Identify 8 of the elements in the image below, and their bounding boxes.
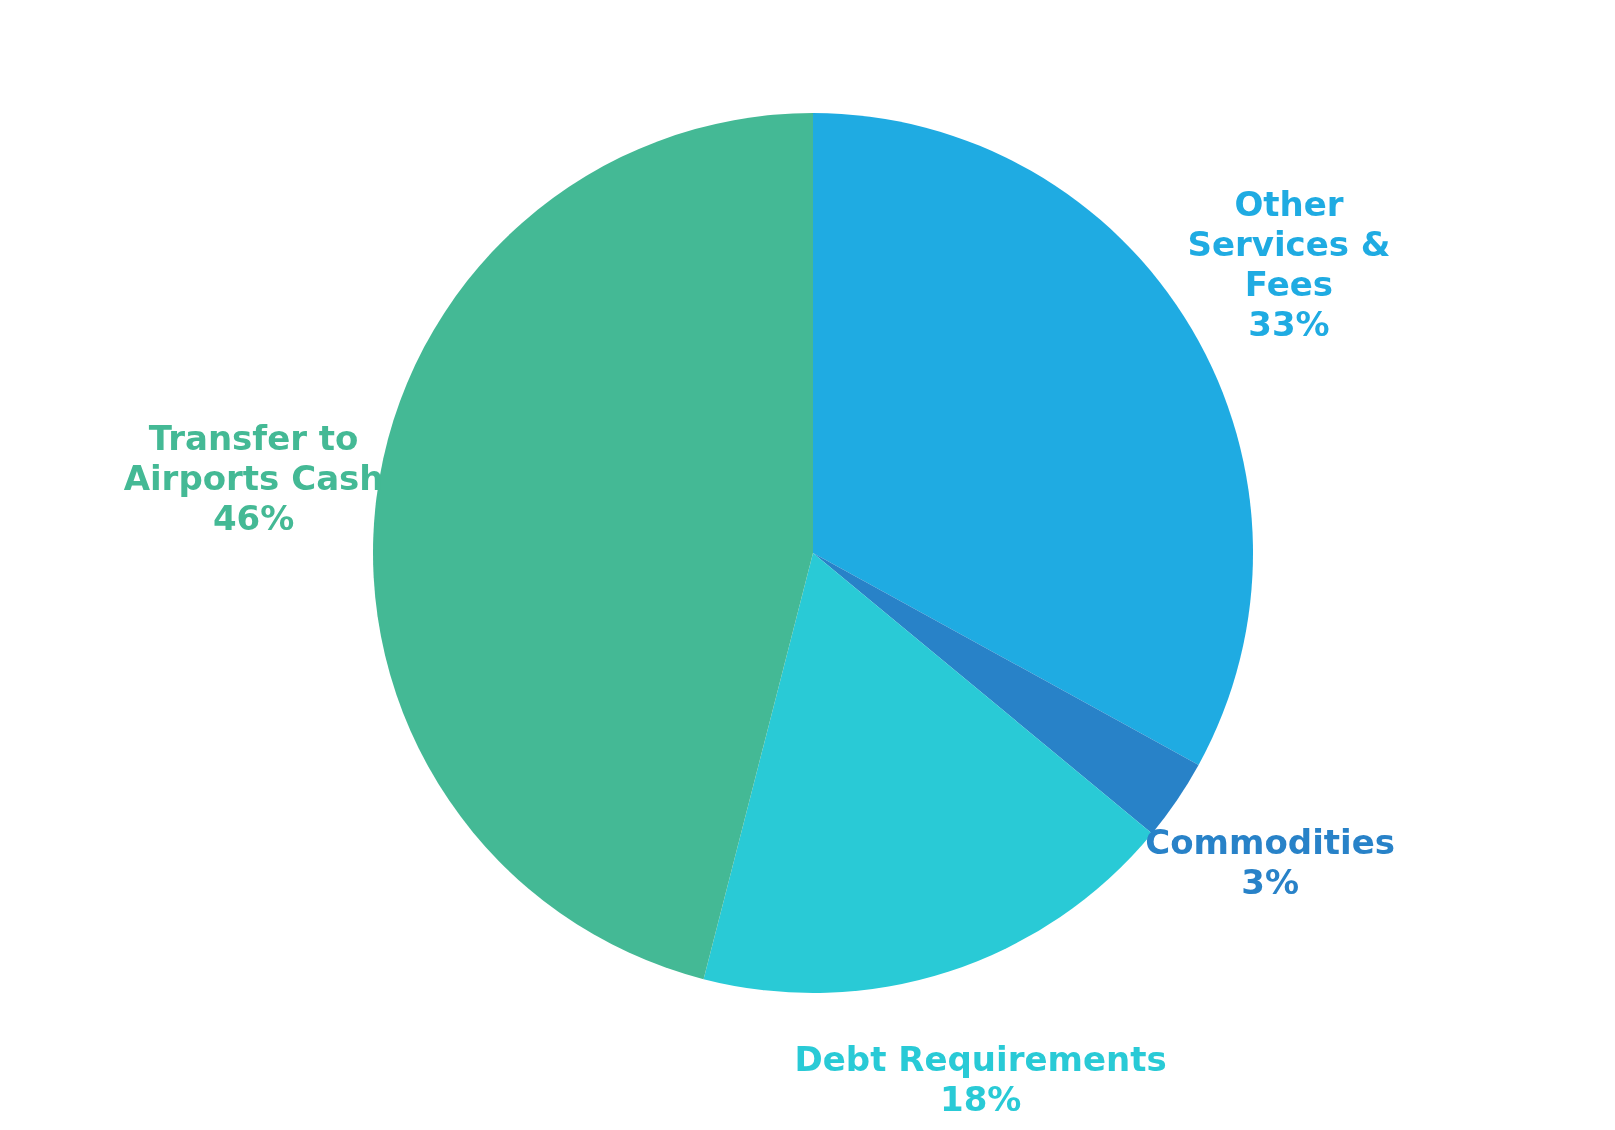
data-label: 46% — [212, 497, 295, 538]
data-label: 3% — [1241, 862, 1300, 903]
data-label: 18% — [939, 1079, 1022, 1120]
slice-label: Transfer to Airports Cash — [123, 417, 384, 498]
slice-label: Commodities — [1145, 822, 1396, 863]
slice-label: Other Services & Fees — [1187, 183, 1391, 304]
slice-label: Debt Requirements — [794, 1039, 1167, 1080]
data-label: 33% — [1248, 303, 1330, 344]
